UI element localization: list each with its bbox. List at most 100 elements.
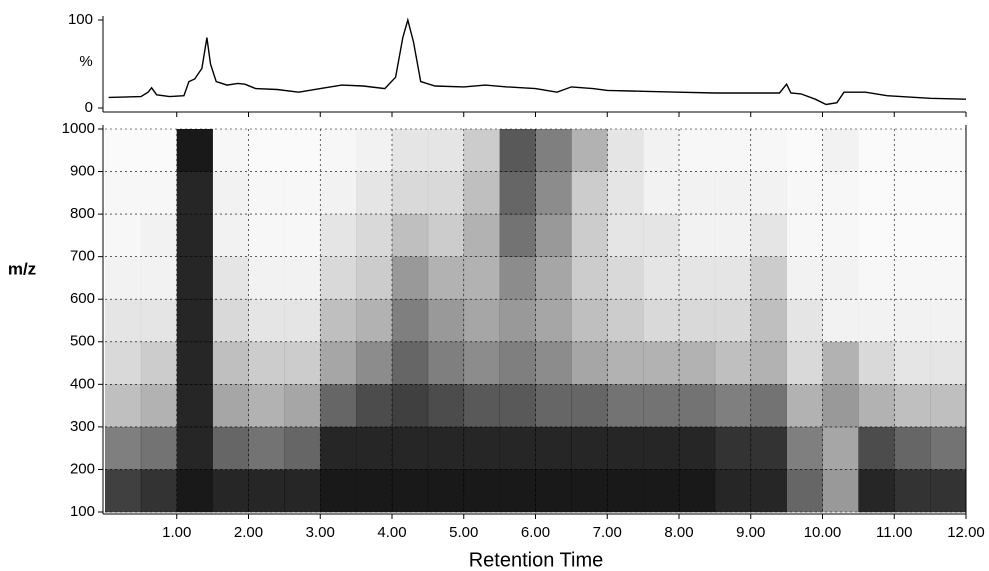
density-cell xyxy=(427,129,465,172)
density-cell xyxy=(894,469,931,513)
x-tick-label: 6.00 xyxy=(521,524,550,541)
density-cell xyxy=(284,341,321,385)
y-axis-label: m/z xyxy=(8,259,36,278)
density-cell xyxy=(571,341,608,385)
y-tick-label: 100 xyxy=(70,503,95,520)
density-cell xyxy=(750,426,787,470)
density-cell xyxy=(320,384,357,428)
density-cell xyxy=(320,214,357,257)
density-cell xyxy=(284,426,321,470)
density-cell xyxy=(607,426,644,470)
density-cell xyxy=(751,129,787,172)
density-cell xyxy=(571,129,608,172)
density-cell xyxy=(105,172,141,215)
density-cell xyxy=(140,426,178,470)
density-cell xyxy=(679,299,716,343)
density-cell xyxy=(212,171,249,215)
density-cell xyxy=(212,469,249,513)
density-cell xyxy=(284,384,321,428)
density-cell xyxy=(822,341,859,385)
density-cell xyxy=(463,171,500,215)
density-cell xyxy=(284,299,321,343)
density-cell xyxy=(822,299,859,343)
density-cell xyxy=(499,214,536,257)
density-cell xyxy=(930,341,967,385)
density-cell xyxy=(607,341,644,385)
density-cell xyxy=(392,299,429,343)
density-cell xyxy=(894,257,930,300)
density-cell xyxy=(787,214,823,257)
density-cell xyxy=(930,299,967,343)
density-cell xyxy=(750,299,787,343)
x-tick-label: 1.00 xyxy=(162,524,191,541)
density-cell xyxy=(858,172,894,215)
density-cell xyxy=(643,129,680,172)
density-cell xyxy=(607,171,644,215)
density-cell xyxy=(356,256,393,300)
density-cell xyxy=(930,426,967,470)
y-tick-label: 400 xyxy=(70,375,95,392)
density-cell xyxy=(105,341,142,385)
density-cell xyxy=(894,214,930,257)
density-cell xyxy=(643,341,680,385)
density-cell xyxy=(571,171,608,215)
density-cell xyxy=(213,129,249,172)
density-cell xyxy=(750,171,787,215)
density-cell xyxy=(714,341,752,385)
y-tick-label: 200 xyxy=(70,460,95,477)
density-cell xyxy=(643,214,680,257)
density-cell xyxy=(607,214,644,257)
density-cell xyxy=(463,426,500,470)
density-cell xyxy=(858,426,895,470)
density-cell xyxy=(284,214,320,257)
x-tick-label: 5.00 xyxy=(449,524,478,541)
density-cell xyxy=(212,299,249,343)
density-cell xyxy=(105,469,142,513)
density-cell xyxy=(320,256,357,300)
density-cell xyxy=(930,129,966,172)
density-cell xyxy=(607,129,644,172)
density-cell xyxy=(356,384,393,428)
density-cell xyxy=(786,426,823,470)
density-cell xyxy=(714,469,752,513)
density-cell xyxy=(535,341,572,385)
density-cell xyxy=(535,426,572,470)
density-cell xyxy=(212,384,249,428)
density-cell xyxy=(176,214,213,257)
density-cell xyxy=(643,426,680,470)
density-cell xyxy=(463,129,500,172)
density-cell xyxy=(248,256,285,300)
density-cell xyxy=(714,384,752,428)
density-cell xyxy=(822,256,859,300)
x-tick-label: 3.00 xyxy=(306,524,335,541)
density-cell xyxy=(499,256,536,300)
density-cell xyxy=(140,256,178,300)
density-cell xyxy=(499,384,536,428)
density-cell xyxy=(535,171,572,215)
density-cell xyxy=(176,341,213,385)
density-cell xyxy=(499,129,536,172)
density-cell xyxy=(392,214,429,257)
x-tick-label: 7.00 xyxy=(593,524,622,541)
density-cell xyxy=(643,256,680,300)
density-cell xyxy=(284,129,320,172)
density-cell xyxy=(248,341,285,385)
y-tick-label: 900 xyxy=(70,163,95,180)
density-cell xyxy=(823,214,859,257)
density-cell xyxy=(858,214,894,257)
density-cell xyxy=(320,426,357,470)
density-cell xyxy=(212,341,249,385)
density-cell xyxy=(930,469,967,513)
density-cell xyxy=(105,384,142,428)
density-cell xyxy=(858,469,895,513)
density-cell xyxy=(535,299,572,343)
density-cell xyxy=(930,172,966,215)
density-cell xyxy=(356,426,393,470)
density-cell xyxy=(499,171,536,215)
density-cell xyxy=(858,257,894,300)
density-cell xyxy=(140,384,178,428)
density-cell xyxy=(750,214,787,257)
density-cell xyxy=(427,171,465,215)
density-cell xyxy=(571,214,608,257)
density-cell xyxy=(176,256,213,300)
